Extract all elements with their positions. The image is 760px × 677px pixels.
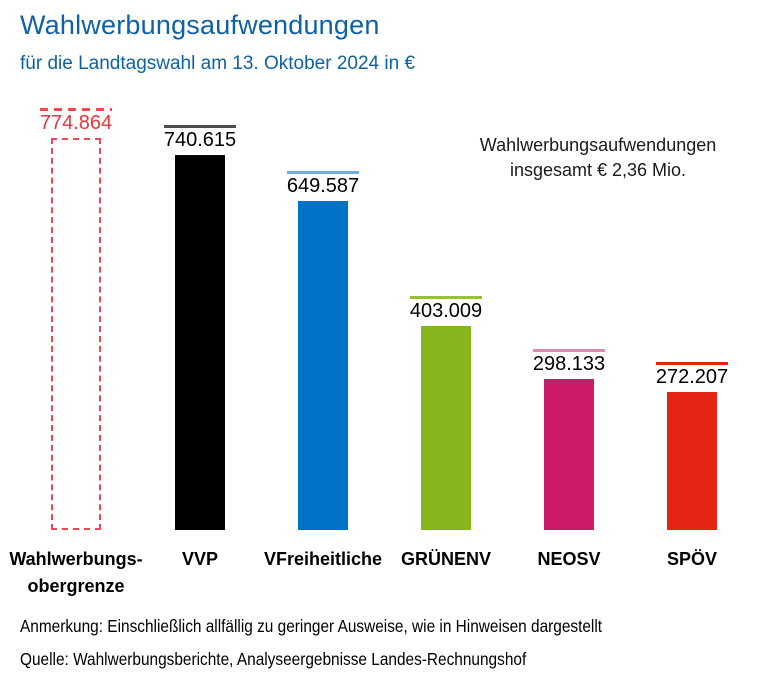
note-anmerkung: Anmerkung: Einschließlich allfällig zu g… [20, 616, 603, 636]
bar-value-label: 272.207 [655, 366, 729, 388]
x-axis-label-obergrenze: Wahlwerbungs- obergrenze [9, 549, 143, 596]
bar-value-label: 298.133 [532, 353, 606, 375]
x-axis-label-vvp: VVP [181, 549, 219, 569]
chart-subtitle: für die Landtagswahl am 13. Oktober 2024… [20, 53, 416, 74]
x-axis-label-vfreiheitliche: VFreiheitliche [263, 549, 383, 569]
bar-cap-line [287, 171, 359, 174]
bar-group-vfreiheitliche: 649.587 [287, 171, 359, 530]
bar-cap-line [164, 125, 236, 128]
bar-cap-line [410, 296, 482, 299]
bar-cap-line [533, 349, 605, 352]
bar-group-vvp: 740.615 [164, 125, 236, 530]
bar-cap-line [656, 362, 728, 365]
note-quelle: Quelle: Wahlwerbungsberichte, Analyseerg… [20, 649, 527, 669]
bar-rect-spoev [667, 392, 717, 530]
total-annotation-line1: Wahlwerbungsaufwendungen [479, 135, 717, 155]
bar-group-neosv: 298.133 [533, 349, 605, 530]
bar-group-spoev: 272.207 [656, 362, 728, 530]
bar-rect-vvp [175, 155, 225, 530]
x-axis-label-gruenenv: GRÜNENV [400, 549, 491, 569]
bar-rect-vfreiheitliche [298, 201, 348, 530]
bar-group-obergrenze: 774.864 [40, 108, 112, 530]
bar-group-gruenenv: 403.009 [410, 296, 482, 530]
total-annotation: Wahlwerbungsaufwendungen insgesamt € 2,3… [458, 133, 738, 183]
bar-rect-gruenenv [421, 326, 471, 530]
chart-title: Wahlwerbungsaufwendungen [20, 10, 380, 40]
bar-value-label: 740.615 [163, 129, 237, 151]
bar-cap-line [40, 108, 112, 111]
total-annotation-line2: insgesamt € 2,36 Mio. [509, 160, 687, 180]
x-axis-label-neosv: NEOSV [537, 549, 601, 569]
bar-value-label: 649.587 [286, 175, 360, 197]
x-axis-label-spoev: SPÖV [666, 549, 718, 569]
bar-value-label: 774.864 [39, 112, 113, 134]
bar-rect-obergrenze [51, 138, 101, 530]
bar-rect-neosv [544, 379, 594, 530]
bar-value-label: 403.009 [409, 300, 483, 322]
